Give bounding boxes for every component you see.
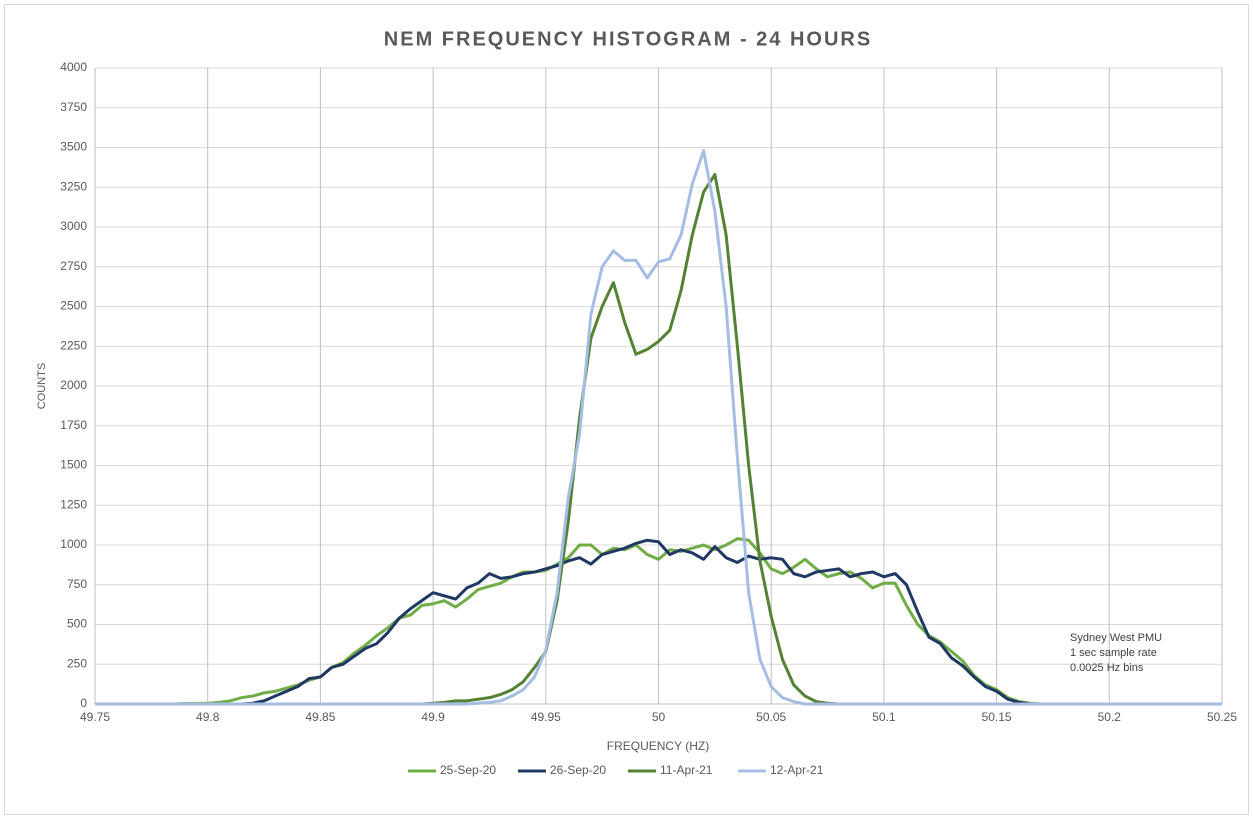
- y-tick-label: 2250: [60, 338, 87, 352]
- y-tick-label: 1750: [60, 418, 87, 432]
- x-tick-label: 50: [652, 710, 666, 724]
- x-tick-label: 50.15: [982, 710, 1012, 724]
- annotation: 1 sec sample rate: [1070, 647, 1157, 659]
- y-tick-label: 2000: [60, 378, 87, 392]
- series-line: [95, 149, 1222, 706]
- y-tick-label: 2750: [60, 259, 87, 273]
- x-axis-label: FREQUENCY (HZ): [607, 739, 709, 753]
- y-tick-label: 1250: [60, 497, 87, 511]
- x-tick-label: 49.75: [80, 710, 110, 724]
- chart-border: [4, 4, 1249, 815]
- legend-label: 26-Sep-20: [550, 763, 606, 777]
- y-tick-label: 1500: [60, 458, 87, 472]
- x-tick-label: 50.2: [1098, 710, 1122, 724]
- y-tick-label: 2500: [60, 299, 87, 313]
- y-tick-label: 1000: [60, 537, 87, 551]
- legend-label: 11-Apr-21: [660, 763, 713, 777]
- y-axis-label: COUNTS: [36, 363, 48, 409]
- x-tick-label: 49.95: [531, 710, 561, 724]
- y-tick-label: 3250: [60, 179, 87, 193]
- legend-label: 12-Apr-21: [770, 763, 824, 777]
- x-tick-label: 49.85: [305, 710, 335, 724]
- x-tick-label: 49.8: [196, 710, 220, 724]
- y-tick-label: 500: [67, 617, 87, 631]
- annotation: 0.0025 Hz bins: [1070, 662, 1144, 674]
- y-tick-label: 3750: [60, 100, 87, 114]
- y-tick-label: 3500: [60, 140, 87, 154]
- y-tick-label: 0: [80, 696, 87, 710]
- chart-title: NEM FREQUENCY HISTOGRAM - 24 HOURS: [384, 28, 872, 50]
- y-tick-label: 750: [67, 577, 87, 591]
- legend-label: 25-Sep-20: [440, 763, 496, 777]
- x-tick-label: 50.1: [872, 710, 896, 724]
- x-tick-label: 50.25: [1207, 710, 1237, 724]
- y-tick-label: 4000: [60, 60, 87, 74]
- y-tick-label: 250: [67, 656, 87, 670]
- annotation: Sydney West PMU: [1070, 632, 1162, 644]
- x-tick-label: 49.9: [421, 710, 445, 724]
- x-tick-label: 50.05: [756, 710, 786, 724]
- y-tick-label: 3000: [60, 219, 87, 233]
